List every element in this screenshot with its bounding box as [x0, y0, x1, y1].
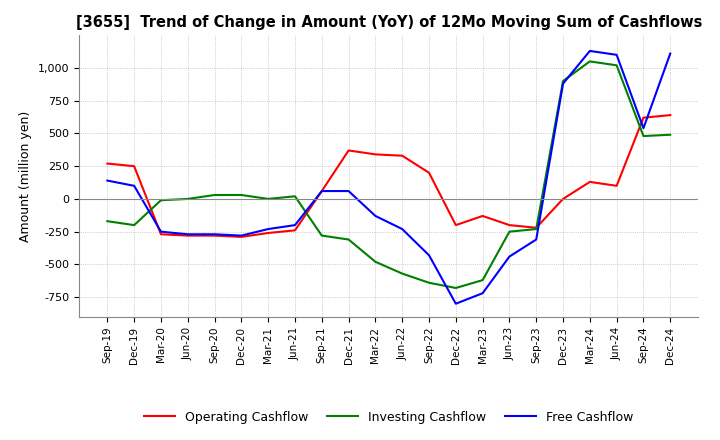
Investing Cashflow	[184, 196, 192, 202]
Investing Cashflow	[478, 278, 487, 283]
Free Cashflow	[505, 254, 514, 259]
Operating Cashflow	[210, 233, 219, 238]
Free Cashflow	[291, 223, 300, 228]
Investing Cashflow	[318, 233, 326, 238]
Free Cashflow	[451, 301, 460, 306]
Free Cashflow	[478, 290, 487, 296]
Title: [3655]  Trend of Change in Amount (YoY) of 12Mo Moving Sum of Cashflows: [3655] Trend of Change in Amount (YoY) o…	[76, 15, 702, 30]
Operating Cashflow	[532, 225, 541, 231]
Free Cashflow	[612, 52, 621, 58]
Free Cashflow	[559, 81, 567, 86]
Operating Cashflow	[425, 170, 433, 176]
Operating Cashflow	[237, 234, 246, 239]
Investing Cashflow	[157, 198, 166, 203]
Free Cashflow	[210, 231, 219, 237]
Free Cashflow	[532, 237, 541, 242]
Operating Cashflow	[612, 183, 621, 188]
Free Cashflow	[666, 51, 675, 56]
Operating Cashflow	[318, 188, 326, 194]
Investing Cashflow	[559, 78, 567, 84]
Free Cashflow	[371, 213, 379, 219]
Operating Cashflow	[103, 161, 112, 166]
Free Cashflow	[103, 178, 112, 183]
Investing Cashflow	[532, 227, 541, 232]
Line: Operating Cashflow: Operating Cashflow	[107, 115, 670, 237]
Investing Cashflow	[344, 237, 353, 242]
Free Cashflow	[585, 48, 594, 54]
Investing Cashflow	[264, 196, 272, 202]
Free Cashflow	[130, 183, 138, 188]
Investing Cashflow	[639, 133, 648, 139]
Free Cashflow	[184, 231, 192, 237]
Operating Cashflow	[371, 152, 379, 157]
Investing Cashflow	[585, 59, 594, 64]
Investing Cashflow	[103, 219, 112, 224]
Line: Free Cashflow: Free Cashflow	[107, 51, 670, 304]
Investing Cashflow	[425, 280, 433, 286]
Operating Cashflow	[344, 148, 353, 153]
Free Cashflow	[639, 125, 648, 131]
Free Cashflow	[398, 227, 407, 232]
Operating Cashflow	[639, 115, 648, 121]
Investing Cashflow	[210, 192, 219, 198]
Operating Cashflow	[666, 113, 675, 118]
Operating Cashflow	[130, 164, 138, 169]
Operating Cashflow	[157, 231, 166, 237]
Y-axis label: Amount (million yen): Amount (million yen)	[19, 110, 32, 242]
Investing Cashflow	[451, 286, 460, 291]
Investing Cashflow	[612, 62, 621, 68]
Operating Cashflow	[398, 153, 407, 158]
Investing Cashflow	[666, 132, 675, 137]
Operating Cashflow	[291, 228, 300, 233]
Investing Cashflow	[505, 229, 514, 235]
Free Cashflow	[344, 188, 353, 194]
Operating Cashflow	[264, 230, 272, 235]
Free Cashflow	[425, 253, 433, 258]
Operating Cashflow	[478, 213, 487, 219]
Operating Cashflow	[505, 223, 514, 228]
Investing Cashflow	[291, 194, 300, 199]
Line: Investing Cashflow: Investing Cashflow	[107, 62, 670, 288]
Operating Cashflow	[184, 233, 192, 238]
Free Cashflow	[157, 229, 166, 235]
Operating Cashflow	[451, 223, 460, 228]
Free Cashflow	[318, 188, 326, 194]
Free Cashflow	[237, 233, 246, 238]
Operating Cashflow	[585, 179, 594, 184]
Operating Cashflow	[559, 196, 567, 202]
Investing Cashflow	[371, 259, 379, 264]
Investing Cashflow	[237, 192, 246, 198]
Legend: Operating Cashflow, Investing Cashflow, Free Cashflow: Operating Cashflow, Investing Cashflow, …	[139, 406, 639, 429]
Investing Cashflow	[398, 271, 407, 276]
Free Cashflow	[264, 227, 272, 232]
Investing Cashflow	[130, 223, 138, 228]
